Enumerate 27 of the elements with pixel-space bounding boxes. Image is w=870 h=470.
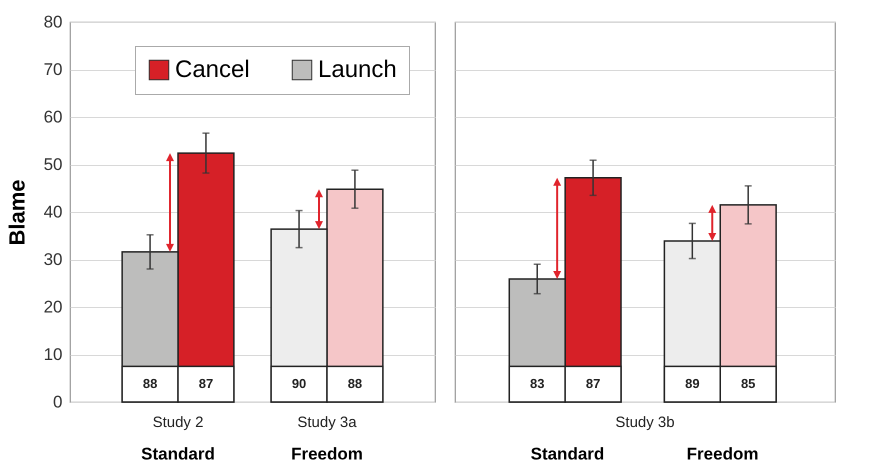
y-tick-label: 30 (44, 250, 62, 269)
y-axis-title: Blame (4, 179, 30, 246)
text: Study 3a (297, 414, 358, 431)
x-tick-label: Freedom (291, 444, 363, 464)
x-tick-label: Standard (141, 444, 215, 464)
y-tick-label: 20 (44, 298, 62, 316)
text: Study 2 (152, 414, 204, 431)
y-tick-label: 10 (44, 345, 62, 364)
legend-label: Cancel (175, 56, 250, 83)
annotation: 87 (586, 376, 600, 392)
y-tick-label: 50 (44, 155, 62, 174)
annotation: 85 (740, 376, 756, 392)
x-axis-title: Study 3b (615, 414, 675, 431)
annotation: 87 (198, 376, 214, 392)
y-tick-label: 70 (44, 60, 62, 79)
annotation: 83 (530, 376, 544, 392)
x-tick-label: Standard (530, 444, 604, 464)
y-tick-label: 60 (44, 108, 62, 126)
y-tick-label: 40 (44, 202, 62, 222)
x-tick-label: Freedom (686, 444, 758, 464)
legend-label: Launch (318, 56, 397, 83)
y-tick-label: 0 (53, 392, 62, 412)
annotation: 90 (292, 376, 306, 392)
annotation: 89 (685, 376, 700, 392)
y-tick-label: 80 (44, 12, 62, 32)
annotation: 88 (348, 376, 362, 392)
annotation: 88 (142, 376, 158, 392)
